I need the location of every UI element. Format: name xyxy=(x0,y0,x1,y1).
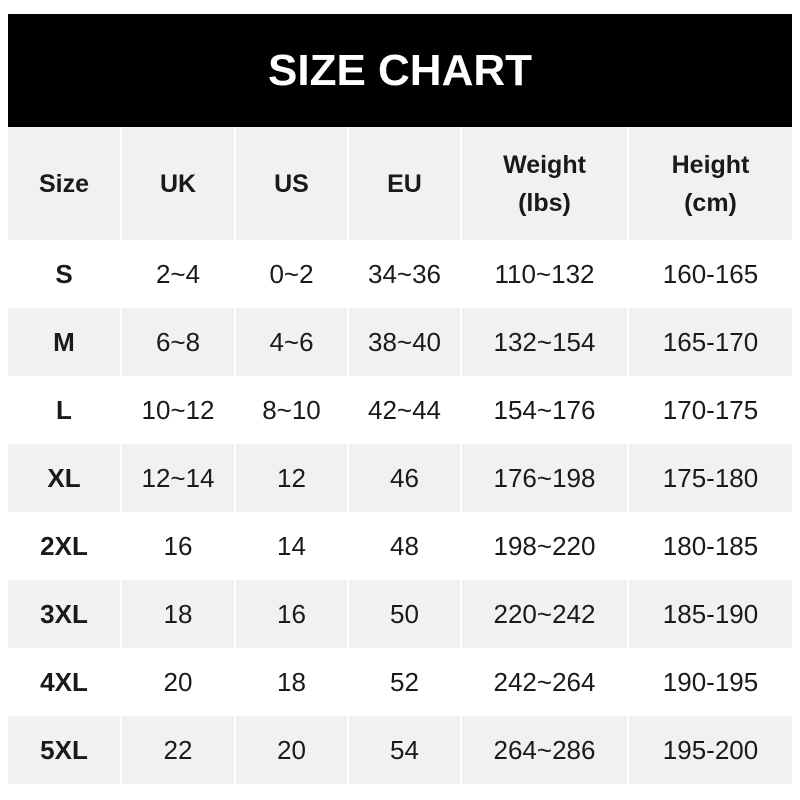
value-cell: 170-175 xyxy=(627,376,792,444)
size-cell: 4XL xyxy=(8,648,121,716)
value-cell: 54 xyxy=(347,716,461,784)
value-cell: 12~14 xyxy=(120,444,235,512)
value-cell: 264~286 xyxy=(460,716,628,784)
value-cell: 132~154 xyxy=(460,308,628,376)
value-cell: 160-165 xyxy=(627,240,792,308)
size-cell: M xyxy=(8,308,121,376)
value-cell: 16 xyxy=(120,512,235,580)
value-cell: 2~4 xyxy=(120,240,235,308)
value-cell: 176~198 xyxy=(460,444,628,512)
column-header: Weight (lbs) xyxy=(460,127,628,240)
value-cell: 10~12 xyxy=(120,376,235,444)
column-header: UK xyxy=(120,127,235,240)
size-cell: 5XL xyxy=(8,716,121,784)
value-cell: 50 xyxy=(347,580,461,648)
size-table: Size UK US EU Weight (lbs) Height (cm) S 2~4 0~2 3… xyxy=(8,127,792,784)
value-cell: 6~8 xyxy=(120,308,235,376)
column-header: EU xyxy=(347,127,461,240)
value-cell: 34~36 xyxy=(347,240,461,308)
value-cell: 22 xyxy=(120,716,235,784)
value-cell: 165-170 xyxy=(627,308,792,376)
size-chart: SIZE CHART Size UK US EU Weight (lbs) Height (c… xyxy=(8,14,792,784)
column-header: Size xyxy=(8,127,121,240)
value-cell: 198~220 xyxy=(460,512,628,580)
value-cell: 18 xyxy=(120,580,235,648)
value-cell: 195-200 xyxy=(627,716,792,784)
size-cell: S xyxy=(8,240,121,308)
value-cell: 185-190 xyxy=(627,580,792,648)
chart-title: SIZE CHART xyxy=(8,14,792,127)
value-cell: 46 xyxy=(347,444,461,512)
value-cell: 190-195 xyxy=(627,648,792,716)
value-cell: 242~264 xyxy=(460,648,628,716)
table-row: M 6~8 4~6 38~40 132~154 165-170 xyxy=(8,308,792,376)
value-cell: 20 xyxy=(234,716,348,784)
table-row: 5XL 22 20 54 264~286 195-200 xyxy=(8,716,792,784)
value-cell: 175-180 xyxy=(627,444,792,512)
value-cell: 154~176 xyxy=(460,376,628,444)
column-header: US xyxy=(234,127,348,240)
value-cell: 14 xyxy=(234,512,348,580)
value-cell: 220~242 xyxy=(460,580,628,648)
table-row: S 2~4 0~2 34~36 110~132 160-165 xyxy=(8,240,792,308)
column-header: Height (cm) xyxy=(627,127,792,240)
value-cell: 4~6 xyxy=(234,308,348,376)
size-cell: 2XL xyxy=(8,512,121,580)
table-row: XL 12~14 12 46 176~198 175-180 xyxy=(8,444,792,512)
value-cell: 38~40 xyxy=(347,308,461,376)
size-cell: L xyxy=(8,376,121,444)
header-row: Size UK US EU Weight (lbs) Height (cm) xyxy=(8,127,792,240)
value-cell: 18 xyxy=(234,648,348,716)
value-cell: 16 xyxy=(234,580,348,648)
value-cell: 42~44 xyxy=(347,376,461,444)
size-cell: XL xyxy=(8,444,121,512)
table-row: L 10~12 8~10 42~44 154~176 170-175 xyxy=(8,376,792,444)
table-row: 4XL 20 18 52 242~264 190-195 xyxy=(8,648,792,716)
value-cell: 52 xyxy=(347,648,461,716)
value-cell: 180-185 xyxy=(627,512,792,580)
value-cell: 20 xyxy=(120,648,235,716)
value-cell: 8~10 xyxy=(234,376,348,444)
value-cell: 0~2 xyxy=(234,240,348,308)
size-cell: 3XL xyxy=(8,580,121,648)
value-cell: 12 xyxy=(234,444,348,512)
value-cell: 48 xyxy=(347,512,461,580)
value-cell: 110~132 xyxy=(460,240,628,308)
table-row: 3XL 18 16 50 220~242 185-190 xyxy=(8,580,792,648)
table-row: 2XL 16 14 48 198~220 180-185 xyxy=(8,512,792,580)
